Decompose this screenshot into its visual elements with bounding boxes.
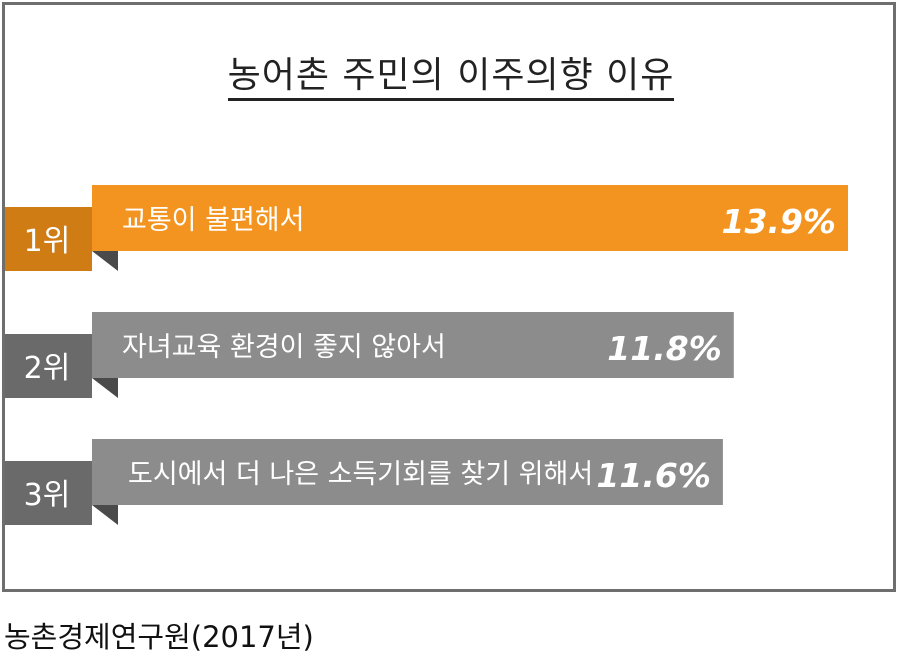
bar [92, 185, 848, 251]
rank-tab [5, 334, 92, 398]
source-caption: 농촌경제연구원(2017년) [4, 620, 314, 654]
category-label: 자녀교육 환경이 좋지 않아서 [122, 332, 446, 363]
rank-tab-fold [92, 505, 118, 525]
rank-tab [5, 461, 92, 525]
bar [92, 312, 734, 378]
rank-tab-fold [92, 251, 118, 271]
category-label: 교통이 불편해서 [122, 205, 304, 236]
value-label: 11.8% [607, 329, 722, 368]
rank-label: 3위 [24, 478, 71, 513]
category-label: 도시에서 더 나은 소득기회를 찾기 위해서 [128, 459, 593, 490]
chart-title-text: 농어촌 주민의 이주의향 이유 [227, 55, 675, 101]
rank-label: 1위 [24, 224, 71, 259]
value-label: 13.9% [722, 202, 837, 241]
rank-tab-fold [92, 378, 118, 398]
chart-title: 농어촌 주민의 이주의향 이유 [0, 46, 902, 101]
bar-chart: 1위 교통이 불편해서 13.9% 2위 자녀교육 환경이 좋지 않아서 11.8% 3위 도… [5, 185, 848, 525]
bar [92, 439, 723, 505]
rank-label: 2위 [24, 351, 71, 386]
value-label: 11.6% [596, 456, 711, 495]
rank-tab [5, 207, 92, 271]
